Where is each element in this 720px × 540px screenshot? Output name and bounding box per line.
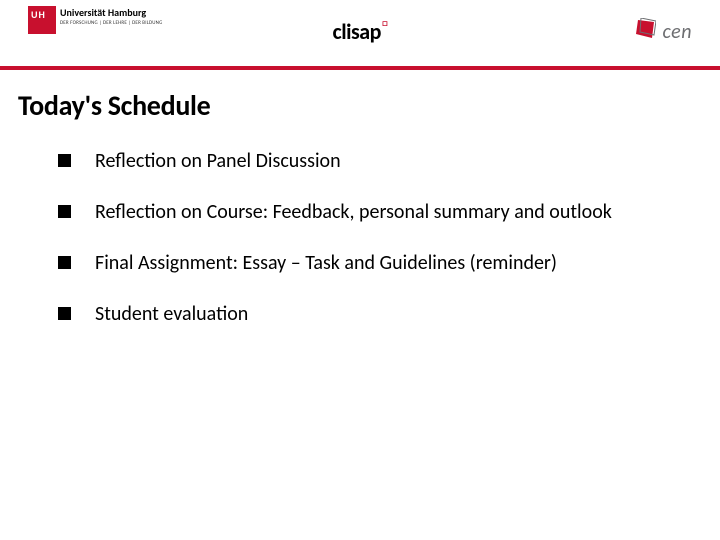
bullet-text: Reflection on Panel Discussion bbox=[95, 149, 341, 174]
uh-tagline: DER FORSCHUNG | DER LEHRE | DER BILDUNG bbox=[60, 20, 162, 26]
uh-logo-row: UH Universität Hamburg DER FORSCHUNG | D… bbox=[28, 6, 162, 34]
list-item: Reflection on Panel Discussion bbox=[58, 149, 690, 174]
square-bullet-icon bbox=[58, 256, 71, 269]
clisap-text: clisap bbox=[332, 18, 380, 45]
uh-text-block: Universität Hamburg DER FORSCHUNG | DER … bbox=[60, 6, 162, 26]
page-title: Today's Schedule bbox=[18, 88, 690, 123]
uh-square-text: UH bbox=[31, 8, 46, 21]
cen-polygon-icon bbox=[634, 18, 656, 45]
content-area: Today's Schedule Reflection on Panel Dis… bbox=[18, 88, 690, 353]
cen-row: cen bbox=[634, 18, 692, 45]
bullet-text: Student evaluation bbox=[95, 302, 248, 327]
list-item: Student evaluation bbox=[58, 302, 690, 327]
slide: UH Universität Hamburg DER FORSCHUNG | D… bbox=[0, 0, 720, 540]
square-bullet-icon bbox=[58, 205, 71, 218]
accent-rule bbox=[0, 66, 720, 70]
bullet-text: Reflection on Course: Feedback, personal… bbox=[95, 200, 612, 225]
uh-square-icon: UH bbox=[28, 6, 56, 34]
logo-clisap: clisap □ bbox=[332, 18, 387, 45]
square-bullet-icon bbox=[58, 307, 71, 320]
clisap-wordmark: clisap □ bbox=[332, 18, 387, 45]
degree-icon: □ bbox=[382, 16, 388, 29]
bullet-text: Final Assignment: Essay – Task and Guide… bbox=[95, 251, 557, 276]
list-item: Final Assignment: Essay – Task and Guide… bbox=[58, 251, 690, 276]
logo-cen: cen bbox=[634, 18, 692, 45]
list-item: Reflection on Course: Feedback, personal… bbox=[58, 200, 690, 225]
header-bar: UH Universität Hamburg DER FORSCHUNG | D… bbox=[0, 0, 720, 66]
bullet-list: Reflection on Panel Discussion Reflectio… bbox=[58, 149, 690, 327]
uh-university-name: Universität Hamburg bbox=[60, 6, 162, 19]
logo-uh: UH Universität Hamburg DER FORSCHUNG | D… bbox=[28, 6, 162, 34]
cen-text: cen bbox=[662, 20, 692, 44]
square-bullet-icon bbox=[58, 154, 71, 167]
